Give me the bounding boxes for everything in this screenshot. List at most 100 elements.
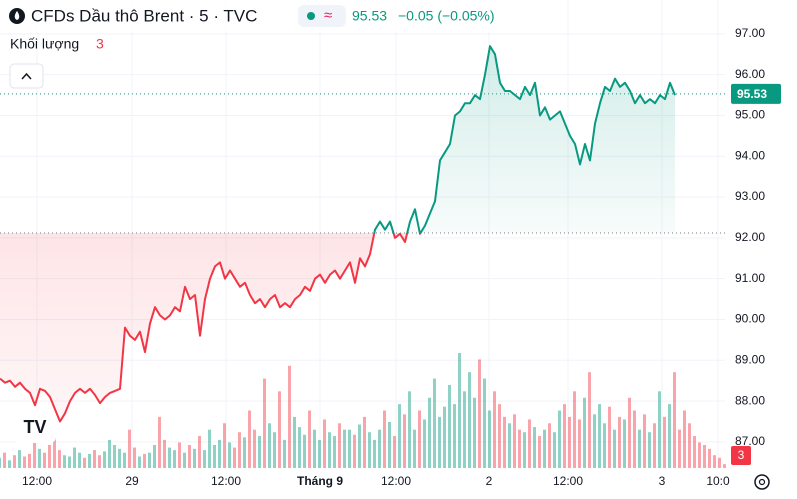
volume-bar	[538, 436, 541, 468]
volume-bar	[238, 432, 241, 468]
volume-bar	[683, 410, 686, 468]
y-tick-label: 89.00	[735, 352, 765, 366]
volume-bar	[123, 452, 126, 468]
volume-bar	[133, 447, 136, 468]
volume-bar	[293, 416, 296, 468]
volume-bar	[213, 445, 216, 468]
volume-bar	[563, 404, 566, 468]
volume-bar	[373, 439, 376, 468]
volume-bar	[228, 442, 231, 468]
volume-bar	[378, 429, 381, 468]
last-price-tag	[731, 83, 781, 104]
volume-bar	[553, 432, 556, 468]
volume-bar	[48, 445, 51, 468]
y-tick-label: 95.00	[735, 108, 765, 122]
collapse-button[interactable]	[9, 63, 44, 89]
x-tick-label: 12:00	[22, 474, 52, 488]
status-pill[interactable]	[298, 5, 346, 27]
volume-bar	[483, 378, 486, 468]
volume-bar	[693, 436, 696, 468]
legend-bg	[0, 0, 520, 32]
collapse-icon	[21, 72, 32, 80]
volume-legend-value: 3	[96, 36, 104, 52]
volume-bar	[63, 455, 66, 468]
volume-bar	[718, 457, 721, 468]
volume-legend[interactable]: Khối lượng	[10, 36, 79, 52]
volume-bar	[398, 404, 401, 468]
volume-bar	[433, 378, 436, 468]
volume-bar	[308, 410, 311, 468]
volume-bar	[528, 419, 531, 468]
volume-bar	[453, 404, 456, 468]
volume-bar	[628, 397, 631, 468]
volume-bar	[708, 448, 711, 468]
volume-bar	[623, 419, 626, 468]
volume-bar	[723, 464, 726, 468]
volume-bar	[713, 455, 716, 468]
volume-bar	[3, 452, 6, 468]
volume-bar	[203, 450, 206, 468]
volume-bar	[258, 436, 261, 468]
volume-bar	[598, 404, 601, 468]
volume-bar	[13, 455, 16, 468]
volume-bar	[243, 437, 246, 468]
y-tick-label: 94.00	[735, 148, 765, 162]
data-icon: ≈	[324, 7, 332, 24]
volume-bar	[393, 436, 396, 468]
volume-bar	[143, 453, 146, 468]
volume-bar	[328, 432, 331, 468]
volume-bar	[183, 452, 186, 468]
volume-bar	[338, 423, 341, 468]
volume-bar	[58, 450, 61, 468]
volume-bar	[588, 372, 591, 468]
volume-bar	[548, 423, 551, 468]
volume-bar	[448, 384, 451, 468]
volume-bar	[418, 410, 421, 468]
volume-bar	[83, 457, 86, 468]
x-tick-label: 29	[125, 474, 139, 488]
volume-bar	[313, 429, 316, 468]
price-change: −0.05 (−0.05%)	[398, 8, 495, 24]
volume-bar	[648, 432, 651, 468]
volume-bar	[518, 429, 521, 468]
volume-bar	[643, 414, 646, 468]
volume-bar	[193, 448, 196, 468]
volume-bar	[638, 429, 641, 468]
volume-bar	[353, 434, 356, 468]
volume-bar	[43, 452, 46, 468]
tv-logo-bg[interactable]	[14, 411, 56, 443]
volume-bar	[443, 406, 446, 468]
volume-bar	[333, 436, 336, 468]
volume-bar	[423, 419, 426, 468]
volume-bar	[0, 457, 1, 468]
volume-bar	[663, 416, 666, 468]
symbol-logo-drop	[14, 11, 20, 20]
volume-bar	[298, 427, 301, 468]
volume-bar	[223, 423, 226, 468]
volume-bar	[68, 456, 71, 468]
baseline-area	[0, 46, 675, 422]
y-tick-label: 93.00	[735, 189, 765, 203]
settings-icon-center	[758, 478, 766, 486]
volume-bar	[438, 416, 441, 468]
y-tick-label: 91.00	[735, 271, 765, 285]
volume-bar	[273, 432, 276, 468]
last-price-tag-label: 95.53	[737, 87, 767, 101]
volume-bar	[673, 372, 676, 468]
volume-bar	[508, 423, 511, 468]
market-status	[307, 12, 315, 20]
volume-bar	[153, 445, 156, 468]
volume-bar	[23, 456, 26, 468]
volume-bar	[8, 460, 11, 468]
symbol-title[interactable]: CFDs Dầu thô Brent · 5 · TVC	[31, 6, 257, 25]
volume-bar	[108, 439, 111, 468]
settings-icon[interactable]	[754, 474, 770, 490]
last-price: 95.53	[352, 8, 387, 24]
volume-bar	[593, 414, 596, 468]
y-tick-label: 87.00	[735, 434, 765, 448]
volume-bar	[558, 410, 561, 468]
volume-bar	[543, 429, 546, 468]
x-tick-label: 12:00	[381, 474, 411, 488]
volume-bar	[568, 416, 571, 468]
volume-bar	[303, 434, 306, 468]
